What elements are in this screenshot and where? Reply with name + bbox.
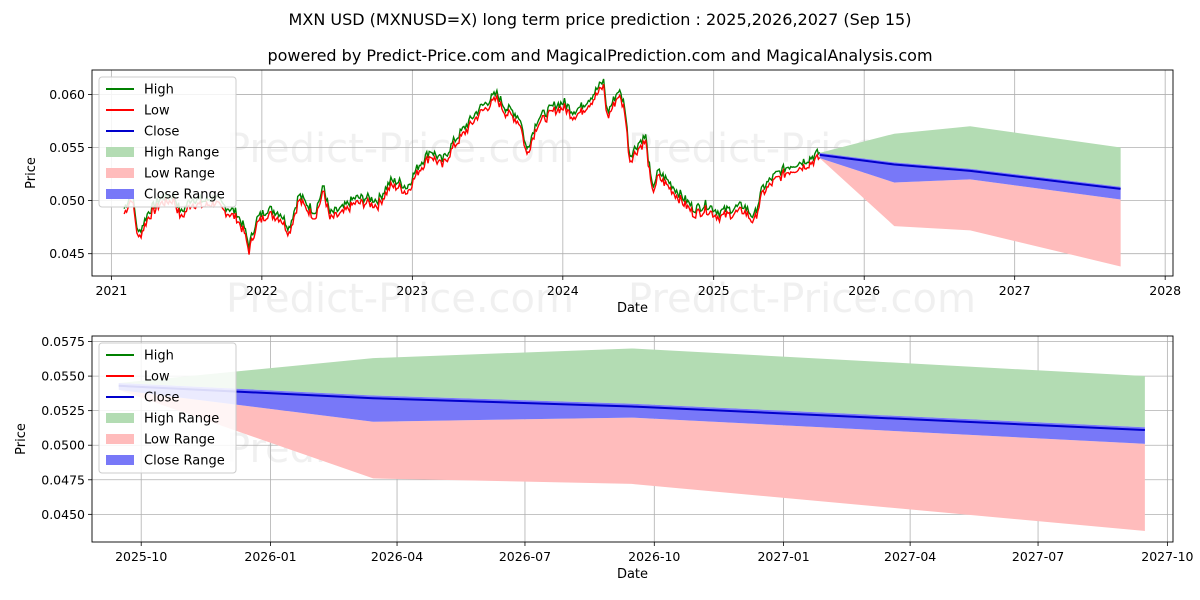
y-tick-label: 0.0500	[41, 438, 85, 453]
close-line	[819, 153, 1121, 190]
x-tick-label: 2027-10	[1141, 549, 1193, 564]
x-tick-label: 2025-10	[115, 549, 167, 564]
low-range-area	[118, 389, 1145, 531]
high-range-area	[819, 126, 1121, 187]
y-tick-label: 0.0450	[41, 507, 85, 522]
legend-swatch-low-range	[106, 168, 134, 178]
y-tick-label: 0.0550	[41, 369, 85, 384]
low-range-area	[819, 158, 1121, 267]
x-tick-label: 2027-04	[884, 549, 936, 564]
legend: High Low Close High Range Low Range Close Ran…	[98, 342, 237, 474]
legend-swatch-close-range	[106, 189, 134, 199]
y-tick-label: 0.0475	[41, 472, 85, 487]
high-line	[123, 78, 821, 250]
legend-label-low: Low	[144, 370, 170, 385]
y-axis-label: Price	[24, 157, 39, 189]
watermark-text: Predict-Price.com	[226, 126, 574, 172]
chart-title: MXN USD (MXNUSD=X) long term price predi…	[288, 10, 912, 29]
legend: High Low Close High Range Low Range Close Ran…	[98, 76, 237, 208]
legend-swatch-high-range	[106, 147, 134, 157]
legend-label-close: Close	[144, 391, 179, 406]
x-tick-label: 2025	[698, 283, 730, 298]
x-tick-label: 2022	[246, 283, 278, 298]
chart-subtitle: powered by Predict-Price.com and Magical…	[267, 46, 933, 65]
x-tick-label: 2023	[396, 283, 428, 298]
x-tick-label: 2027	[999, 283, 1031, 298]
y-tick-label: 0.0525	[41, 403, 85, 418]
legend-label-close: Close	[144, 125, 179, 140]
watermark-text: Predict-Price.com	[226, 276, 574, 322]
legend-label-low-range: Low Range	[144, 433, 215, 448]
x-tick-label: 2021	[95, 283, 127, 298]
legend-label-low: Low	[144, 104, 170, 119]
x-tick-label: 2026-10	[628, 549, 680, 564]
x-tick-label: 2026-01	[244, 549, 296, 564]
legend-swatch-low-range	[106, 434, 134, 444]
y-tick-label: 0.055	[49, 140, 85, 155]
x-tick-label: 2028	[1149, 283, 1181, 298]
y-axis-label: Price	[14, 423, 29, 455]
y-tick-label: 0.060	[49, 87, 85, 102]
x-tick-label: 2027-07	[1012, 549, 1064, 564]
legend-label-high-range: High Range	[144, 146, 219, 161]
legend-label-low-range: Low Range	[144, 167, 215, 182]
x-axis-label: Date	[617, 301, 648, 316]
legend-swatch-high-range	[106, 413, 134, 423]
legend-label-high-range: High Range	[144, 412, 219, 427]
watermark-text: Predict-Price.com	[628, 276, 976, 322]
high-range-area	[118, 348, 1145, 428]
x-tick-label: 2024	[547, 283, 579, 298]
plot-frame-top	[91, 69, 1174, 277]
x-tick-label: 2026	[848, 283, 880, 298]
low-line	[123, 83, 821, 255]
legend-swatch-close-range	[106, 455, 134, 465]
legend-label-high: High	[144, 83, 174, 98]
x-axis-label: Date	[617, 567, 648, 582]
y-tick-label: 0.050	[49, 193, 85, 208]
y-tick-label: 0.045	[49, 246, 85, 261]
close-line	[118, 384, 1145, 431]
x-tick-label: 2026-04	[371, 549, 423, 564]
x-tick-label: 2027-01	[757, 549, 809, 564]
legend-label-high: High	[144, 349, 174, 364]
legend-label-close-range: Close Range	[144, 454, 225, 469]
plot-frame-bottom	[91, 335, 1174, 543]
x-tick-label: 2026-07	[499, 549, 551, 564]
y-tick-label: 0.0575	[41, 334, 85, 349]
legend-label-close-range: Close Range	[144, 188, 225, 203]
